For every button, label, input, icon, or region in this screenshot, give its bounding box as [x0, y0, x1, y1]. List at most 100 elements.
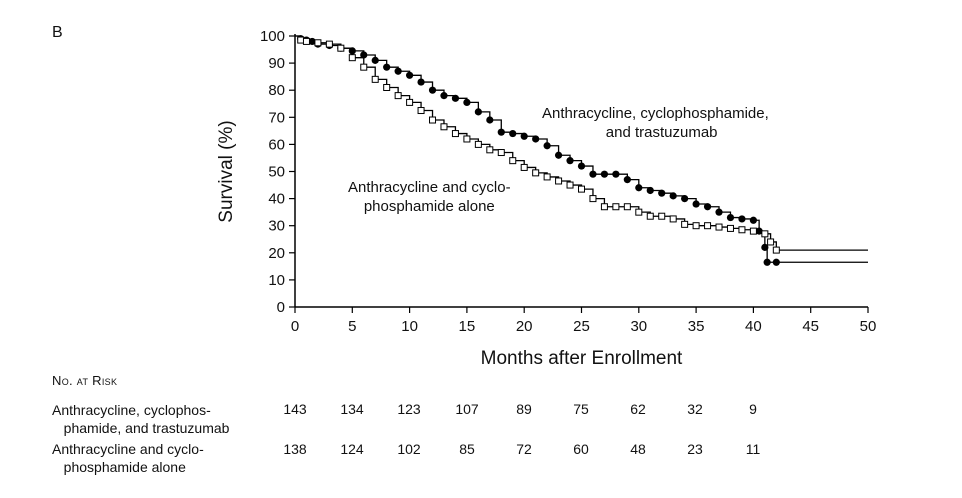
series-0-point-37 — [692, 200, 700, 208]
series-1-point-39 — [726, 224, 734, 232]
series-1-point-38 — [715, 223, 723, 231]
series-1-point-2 — [302, 37, 310, 45]
series-label-trastuzumab: Anthracycline, cyclophosphamide, and tra… — [542, 105, 769, 141]
series-line-1 — [295, 35, 868, 251]
series-line-0 — [295, 35, 868, 263]
series-1-point-22 — [532, 169, 540, 177]
x-tick-label-5: 5 — [348, 318, 356, 335]
series-1-point-37 — [704, 222, 712, 230]
series-1-point-13 — [429, 116, 437, 124]
x-tick-label-40: 40 — [745, 318, 762, 335]
risk-value-row0-col7: 32 — [687, 401, 703, 417]
series-0-point-36 — [681, 195, 689, 203]
series-0-point-14 — [428, 86, 437, 94]
survival-chart: 0 10 20 30 40 50 60 70 80 90 100 0 5 10 15 20 25 30 35 40 45… — [216, 28, 877, 369]
series-1-point-21 — [520, 163, 528, 171]
y-tick-label-20: 20 — [268, 245, 285, 262]
y-tick-label-40: 40 — [268, 191, 285, 208]
x-tick-label-50: 50 — [860, 318, 877, 335]
x-tick-label-45: 45 — [802, 318, 819, 335]
series-1-point-3 — [314, 39, 322, 47]
series-1-point-4 — [325, 40, 333, 48]
series-0-point-10 — [383, 63, 391, 71]
panel-label: B — [52, 24, 63, 41]
x-tick-label-0: 0 — [291, 318, 299, 335]
series-1-point-26 — [578, 185, 585, 193]
series-0-point-17 — [463, 98, 471, 106]
series-1-point-14 — [440, 123, 448, 131]
series-0-point-44 — [761, 243, 769, 251]
series-0-point-32 — [635, 184, 643, 192]
series-1-point-35 — [681, 220, 689, 228]
x-tick-label-15: 15 — [459, 318, 476, 335]
series-1-point-15 — [451, 130, 459, 138]
series-1-point-28 — [600, 203, 608, 211]
series-1-point-1 — [297, 36, 305, 44]
risk-value-row0-col8: 9 — [749, 401, 757, 417]
y-tick-label-0: 0 — [277, 299, 285, 316]
series-1-point-33 — [658, 212, 666, 220]
series-1-point-27 — [589, 195, 597, 203]
x-tick-label-30: 30 — [630, 318, 647, 335]
series-1-point-42 — [761, 230, 769, 238]
series-1-point-29 — [612, 203, 620, 211]
series-1-point-34 — [669, 215, 677, 223]
series-1-point-6 — [348, 54, 356, 62]
series-0-point-45 — [763, 258, 771, 266]
series-0-point-26 — [566, 157, 574, 165]
y-tick-label-10: 10 — [268, 272, 285, 289]
series-0-point-31 — [623, 176, 631, 184]
risk-value-row1-col3: 85 — [459, 441, 475, 457]
series-0-point-13 — [417, 78, 425, 86]
risk-value-row0-col3: 107 — [455, 401, 479, 417]
series-0-point-29 — [600, 170, 609, 178]
series-0-point-9 — [371, 56, 379, 64]
series-0-point-15 — [440, 92, 448, 100]
y-tick-label-70: 70 — [268, 109, 285, 126]
risk-value-row1-col7: 23 — [687, 441, 703, 457]
series-1-point-19 — [497, 149, 505, 157]
series-0-point-33 — [646, 186, 654, 195]
series-1-point-20 — [509, 157, 517, 165]
series-0-point-38 — [703, 203, 712, 211]
series-0-point-8 — [360, 51, 368, 59]
series-1-point-40 — [738, 226, 746, 234]
series-1-point-31 — [635, 208, 643, 216]
series-1-point-12 — [417, 107, 425, 115]
series-1-point-23 — [543, 173, 551, 181]
series-1-point-17 — [474, 140, 482, 148]
series-0-point-42 — [749, 216, 758, 224]
series-0-point-46 — [772, 258, 780, 266]
series-0-point-20 — [497, 128, 505, 136]
x-tick-label-20: 20 — [516, 318, 533, 335]
series-0-point-41 — [738, 215, 746, 223]
series-0-point-21 — [509, 129, 517, 138]
y-tick-label-30: 30 — [268, 218, 285, 235]
risk-value-row0-col2: 123 — [397, 401, 421, 417]
series-1-point-10 — [394, 92, 402, 100]
risk-value-row0-col0: 143 — [283, 401, 307, 417]
y-tick-label-90: 90 — [268, 55, 285, 72]
series-1-point-43 — [767, 238, 775, 246]
risk-value-row0-col1: 134 — [340, 401, 364, 417]
series-1-point-9 — [383, 83, 391, 91]
y-tick-label-100: 100 — [260, 28, 285, 45]
series-1-point-41 — [749, 227, 757, 235]
risk-row-label-trastuzumab: Anthracycline, cyclophos- phamide, and t… — [52, 402, 230, 436]
series-1-point-8 — [371, 75, 379, 83]
series-1-point-11 — [406, 98, 414, 106]
series-0-point-34 — [658, 189, 666, 197]
y-tick-label-80: 80 — [268, 82, 285, 99]
series-1-point-44 — [772, 246, 780, 254]
risk-row-label-alone: Anthracycline and cyclo- phosphamide alo… — [52, 441, 204, 475]
series-0-point-30 — [612, 170, 620, 178]
risk-value-row0-col6: 62 — [630, 401, 646, 417]
risk-value-row1-col6: 48 — [630, 441, 646, 457]
risk-value-row0-col5: 75 — [573, 401, 589, 417]
risk-table-header: No. at Risk — [52, 373, 118, 388]
series-0-point-19 — [486, 116, 494, 124]
risk-value-row0-col4: 89 — [516, 401, 532, 417]
series-0-point-28 — [589, 170, 597, 178]
series-0-point-25 — [554, 151, 563, 159]
series-0-point-27 — [577, 162, 586, 170]
